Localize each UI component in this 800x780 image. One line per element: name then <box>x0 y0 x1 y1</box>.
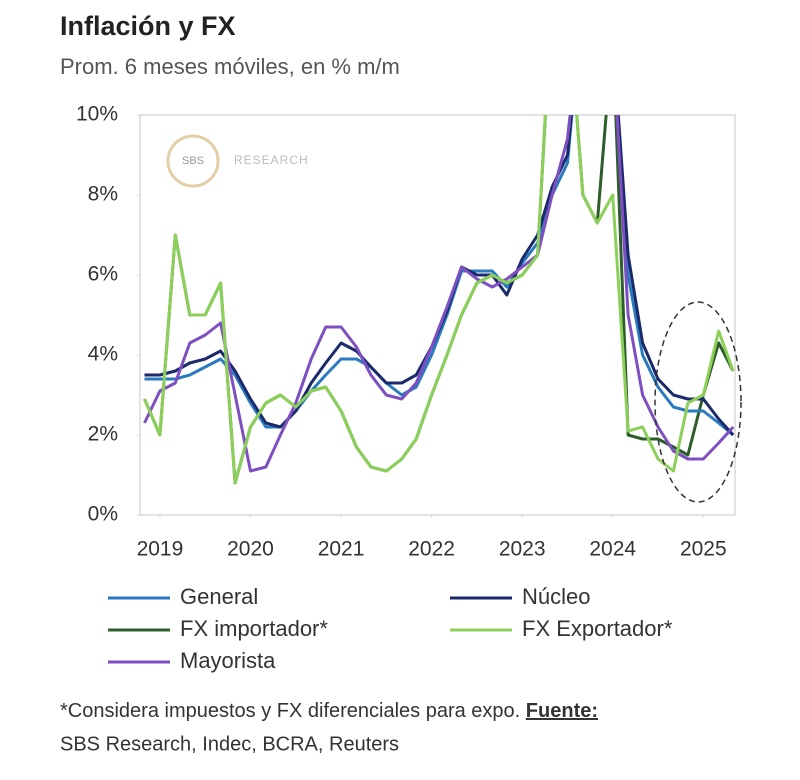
watermark-logo-ring <box>166 134 220 188</box>
legend-label: FX importador* <box>180 616 328 641</box>
legend-label: Mayorista <box>180 648 276 673</box>
footnote: *Considera impuestos y FX diferenciales … <box>60 700 598 722</box>
watermark-text: RESEARCH <box>234 153 309 167</box>
x-tick-label: 2025 <box>680 538 727 561</box>
series-line <box>143 115 735 485</box>
legend-label: FX Exportador* <box>522 616 673 641</box>
x-tick-label: 2020 <box>227 538 274 561</box>
note: *Considera impuestos y FX diferenciales … <box>60 700 520 722</box>
legend-label: Núcleo <box>522 584 590 609</box>
plot-lines <box>143 115 735 485</box>
legend-label: General <box>180 584 258 609</box>
x-tick-label: 2024 <box>589 538 636 561</box>
x-tick-label: 2019 <box>137 538 184 561</box>
x-tick-label: 2021 <box>318 538 365 561</box>
y-tick-label: 2% <box>88 423 118 446</box>
plot-frame <box>139 114 736 516</box>
source-label: Fuente: <box>526 700 598 722</box>
source: SBS Research, Indec, BCRA, Reuters <box>60 733 399 755</box>
watermark-logo: SBS <box>182 155 204 167</box>
y-tick-label: 4% <box>88 343 118 366</box>
chart-subtitle: Prom. 6 meses móviles, en % m/m <box>60 54 400 79</box>
highlight-ellipse <box>654 301 742 503</box>
chart-title: Inflación y FX <box>60 11 236 41</box>
series-line <box>143 115 735 473</box>
x-tick-label: 2022 <box>408 538 455 561</box>
series-line <box>144 115 735 437</box>
y-tick-label: 8% <box>88 183 118 206</box>
y-tick-label: 0% <box>88 503 118 526</box>
y-tick-label: 10% <box>76 103 118 126</box>
y-tick-label: 6% <box>88 263 118 286</box>
x-tick-label: 2023 <box>499 538 546 561</box>
